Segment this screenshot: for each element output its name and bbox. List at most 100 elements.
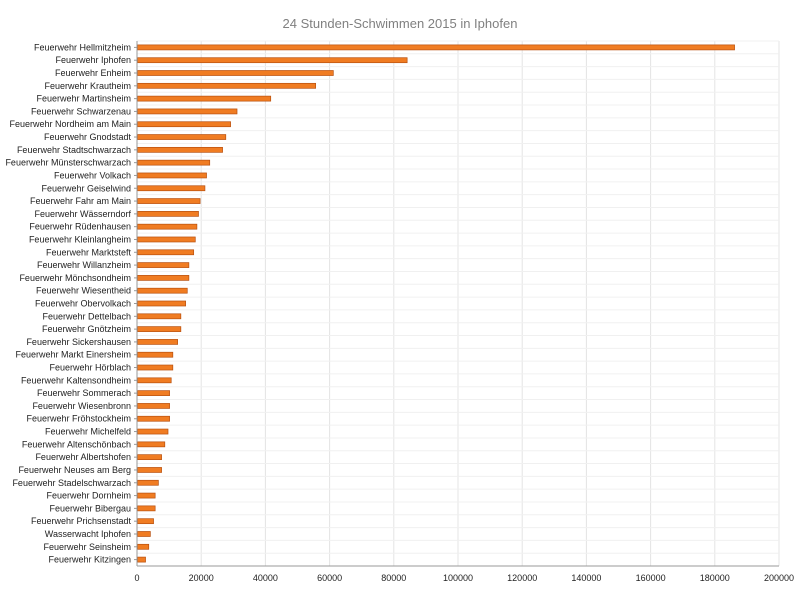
bar — [137, 57, 408, 64]
bar — [137, 415, 170, 422]
bar — [137, 467, 162, 473]
x-tick-label: 0 — [134, 573, 139, 583]
bar — [137, 454, 162, 461]
category-label: Feuerwehr Seinsheim — [43, 542, 131, 552]
category-label: Feuerwehr Prichsenstadt — [31, 516, 132, 526]
bar — [137, 428, 169, 435]
bar — [137, 556, 146, 563]
category-label: Wasserwacht Iphofen — [45, 529, 131, 539]
bar — [137, 236, 196, 243]
category-label: Feuerwehr Neuses am Berg — [18, 465, 131, 475]
bar — [137, 185, 206, 192]
bar — [137, 44, 735, 51]
category-label: Feuerwehr Nordheim am Main — [9, 119, 131, 129]
bar — [137, 377, 172, 384]
x-tick-label: 140000 — [571, 573, 601, 583]
x-tick-label: 180000 — [700, 573, 730, 583]
grid-lines — [137, 40, 780, 567]
category-label: Feuerwehr Iphofen — [55, 55, 131, 65]
category-label: Feuerwehr Stadtschwarzach — [17, 145, 131, 155]
category-label: Feuerwehr Fahr am Main — [30, 196, 131, 206]
bar — [137, 262, 190, 268]
bar — [137, 339, 178, 345]
bar — [137, 364, 174, 371]
bar — [137, 479, 159, 486]
category-label: Feuerwehr Dornheim — [46, 491, 131, 501]
category-label: Feuerwehr Kleinlangheim — [29, 234, 131, 244]
category-label: Feuerwehr Münsterschwarzach — [5, 158, 131, 168]
category-label: Feuerwehr Kaltensondheim — [21, 375, 131, 385]
category-label: Feuerwehr Martinsheim — [36, 94, 131, 104]
category-labels: Feuerwehr Hellmitzheim Feuerwehr Iphofen F… — [5, 42, 131, 564]
category-label: Feuerwehr Mönchsondheim — [19, 273, 131, 283]
category-label: Feuerwehr Rüdenhausen — [29, 222, 131, 232]
bar — [137, 159, 211, 166]
bar — [137, 492, 156, 499]
bar — [137, 518, 154, 525]
category-label: Feuerwehr Bibergau — [49, 503, 131, 513]
x-tick-label: 160000 — [636, 573, 666, 583]
bar — [137, 505, 156, 512]
bar — [137, 146, 223, 153]
bar — [137, 543, 150, 550]
category-label: Feuerwehr Marktsteft — [46, 247, 132, 257]
axes — [134, 41, 779, 567]
bar — [137, 441, 166, 448]
bar — [137, 326, 182, 332]
chart-title: 24 Stunden-Schwimmen 2015 in Iphofen — [282, 16, 518, 31]
category-label: Feuerwehr Schwarzenau — [31, 106, 131, 116]
bars — [137, 44, 735, 563]
category-label: Feuerwehr Geiselwind — [41, 183, 131, 193]
bar — [137, 531, 151, 537]
category-label: Feuerwehr Michelfeld — [45, 427, 131, 437]
category-label: Feuerwehr Wässerndorf — [34, 209, 131, 219]
category-label: Feuerwehr Gnodstadt — [44, 132, 132, 142]
category-label: Feuerwehr Hellmitzheim — [34, 42, 131, 52]
category-label: Feuerwehr Sommerach — [37, 388, 131, 398]
x-tick-label: 40000 — [253, 573, 278, 583]
bar — [137, 172, 207, 179]
bar — [137, 108, 238, 115]
x-tick-label: 120000 — [507, 573, 537, 583]
category-label: Feuerwehr Gnötzheim — [42, 324, 131, 334]
bar — [137, 351, 174, 358]
category-label: Feuerwehr Fröhstockheim — [26, 414, 131, 424]
category-label: Feuerwehr Dettelbach — [42, 311, 131, 321]
bar — [137, 134, 227, 140]
bar — [137, 313, 182, 320]
category-label: Feuerwehr Obervolkach — [35, 299, 131, 309]
x-tick-label: 100000 — [443, 573, 473, 583]
bar — [137, 121, 231, 128]
x-tick-label: 20000 — [189, 573, 214, 583]
bar — [137, 249, 195, 256]
bar — [137, 70, 334, 76]
category-label: Feuerwehr Willanzheim — [37, 260, 131, 270]
bar — [137, 82, 317, 89]
x-tick-label: 200000 — [764, 573, 794, 583]
category-label: Feuerwehr Altenschönbach — [22, 439, 131, 449]
bar — [137, 287, 188, 294]
bar — [137, 300, 187, 307]
category-label: Feuerwehr Kitzingen — [48, 555, 131, 565]
bar — [137, 198, 201, 204]
bar — [137, 223, 198, 230]
category-label: Feuerwehr Enheim — [55, 68, 131, 78]
category-label: Feuerwehr Hörblach — [49, 363, 131, 373]
category-label: Feuerwehr Krautheim — [44, 81, 131, 91]
x-tick-label: 60000 — [317, 573, 342, 583]
x-tick-label: 80000 — [381, 573, 406, 583]
bar — [137, 211, 199, 217]
bar — [137, 95, 272, 102]
category-label: Feuerwehr Sickershausen — [26, 337, 131, 347]
category-label: Feuerwehr Stadelschwarzach — [12, 478, 131, 488]
category-label: Feuerwehr Wiesentheid — [36, 286, 131, 296]
bar — [137, 390, 170, 396]
x-tick-labels: 0 20000 40000 60000 80000 100000 120000 140000 1… — [134, 573, 794, 583]
category-label: Feuerwehr Albertshofen — [35, 452, 131, 462]
category-label: Feuerwehr Markt Einersheim — [15, 350, 131, 360]
category-label: Feuerwehr Volkach — [54, 170, 131, 180]
category-label: Feuerwehr Wiesenbronn — [32, 401, 131, 411]
bar — [137, 275, 190, 281]
bar — [137, 403, 170, 409]
